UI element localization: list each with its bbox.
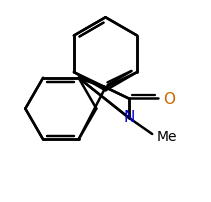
Text: N: N <box>123 109 135 124</box>
Text: O: O <box>163 92 175 106</box>
Text: Me: Me <box>156 129 177 143</box>
